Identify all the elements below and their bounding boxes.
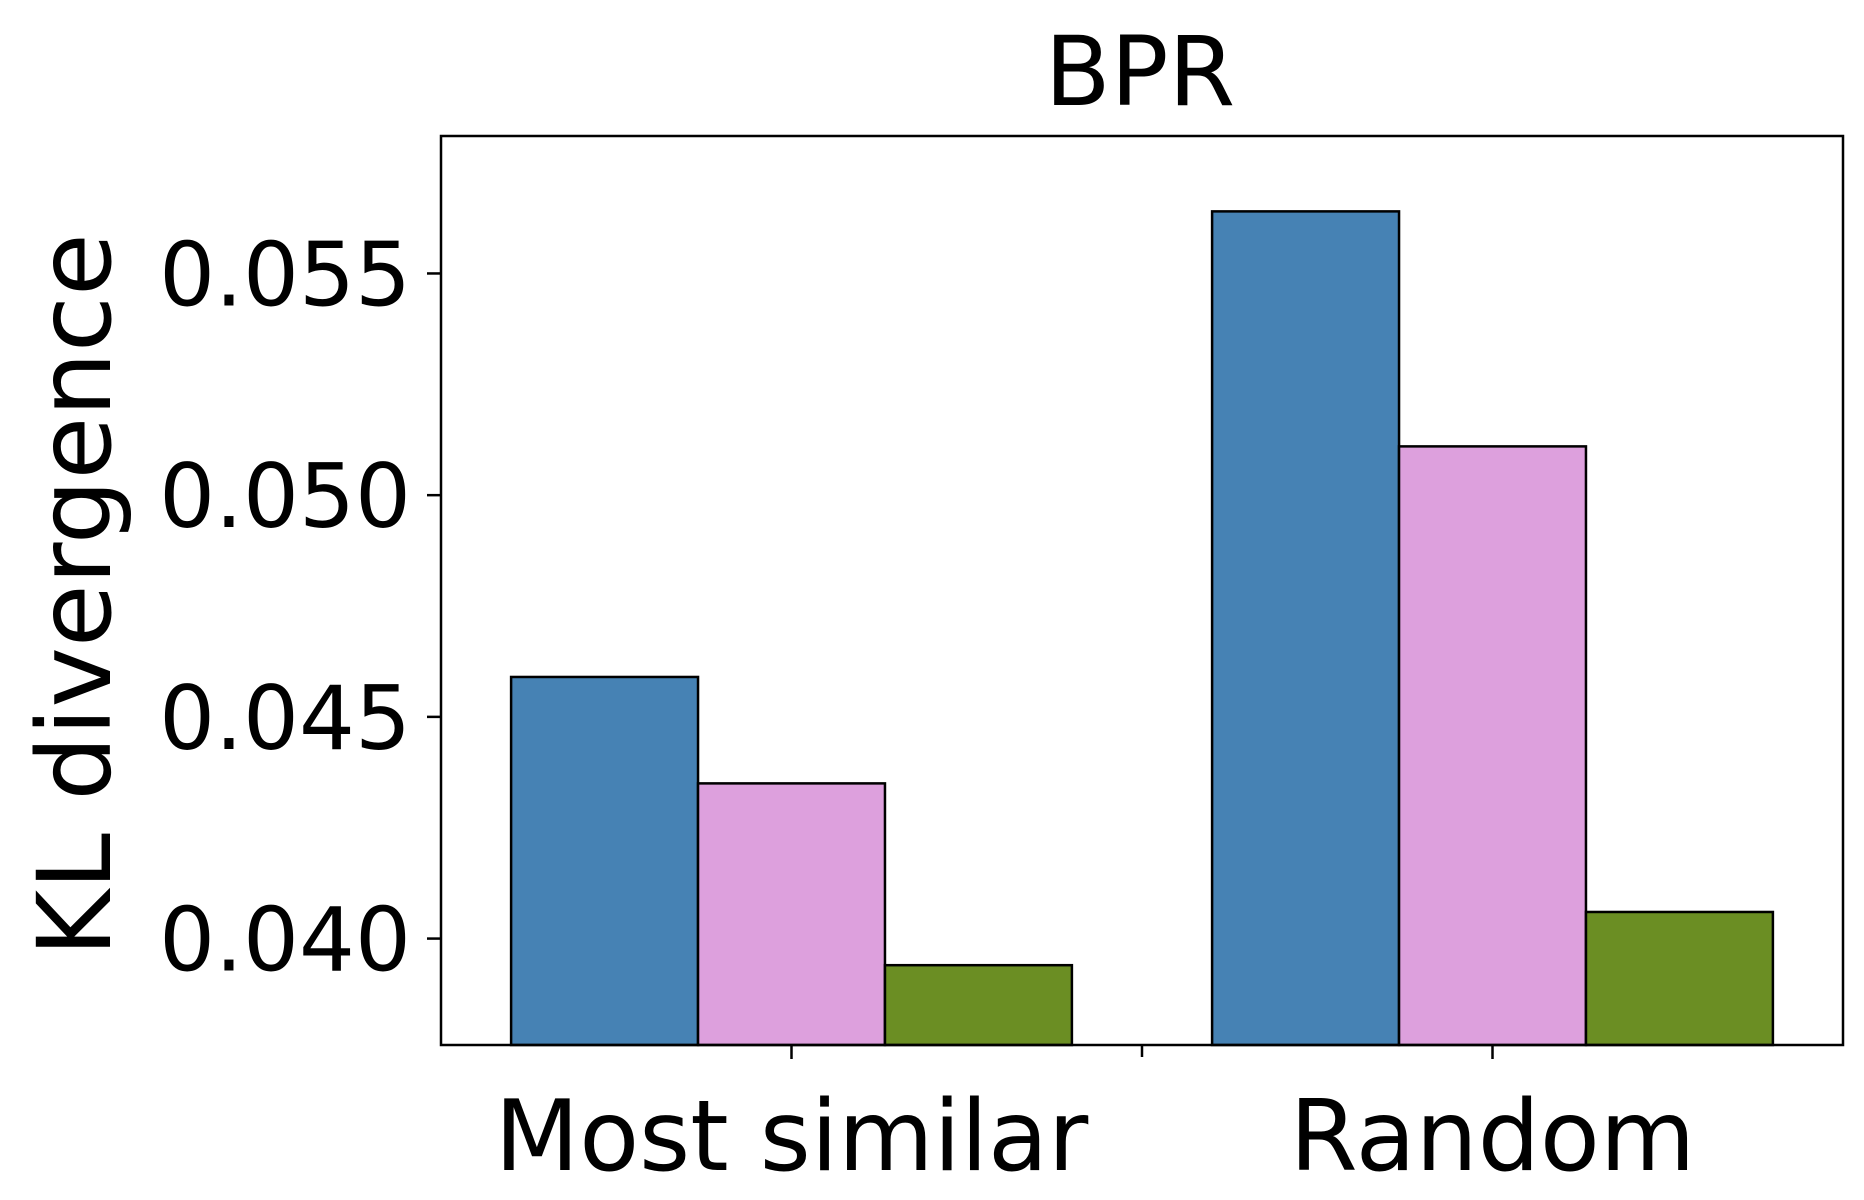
bar-most-similar-series-2: [696, 782, 887, 1047]
y-axis-label: KL divergence: [16, 233, 135, 956]
plot-frame: [439, 134, 1845, 1047]
y-tick-label: 0.045: [159, 667, 411, 770]
bar-most-similar-series-3: [883, 963, 1074, 1047]
bar-random-series-3: [1584, 910, 1775, 1047]
y-tick-label: 0.050: [159, 445, 411, 548]
chart-title: BPR: [1045, 16, 1235, 128]
x-tick-label: Random: [1290, 1080, 1696, 1194]
bars-group: [509, 210, 1775, 1047]
bar-random-series-2: [1397, 445, 1588, 1047]
y-ticks-group: 0.040 0.045 0.050 0.055: [159, 223, 441, 992]
y-tick-label: 0.055: [159, 223, 411, 326]
bar-random-series-1: [1210, 210, 1401, 1047]
x-tick-label: Most similar: [495, 1080, 1089, 1194]
y-tick-label: 0.040: [159, 889, 411, 992]
bar-most-similar-series-1: [509, 675, 700, 1047]
x-ticks-group: Most similar Random: [495, 1045, 1696, 1194]
